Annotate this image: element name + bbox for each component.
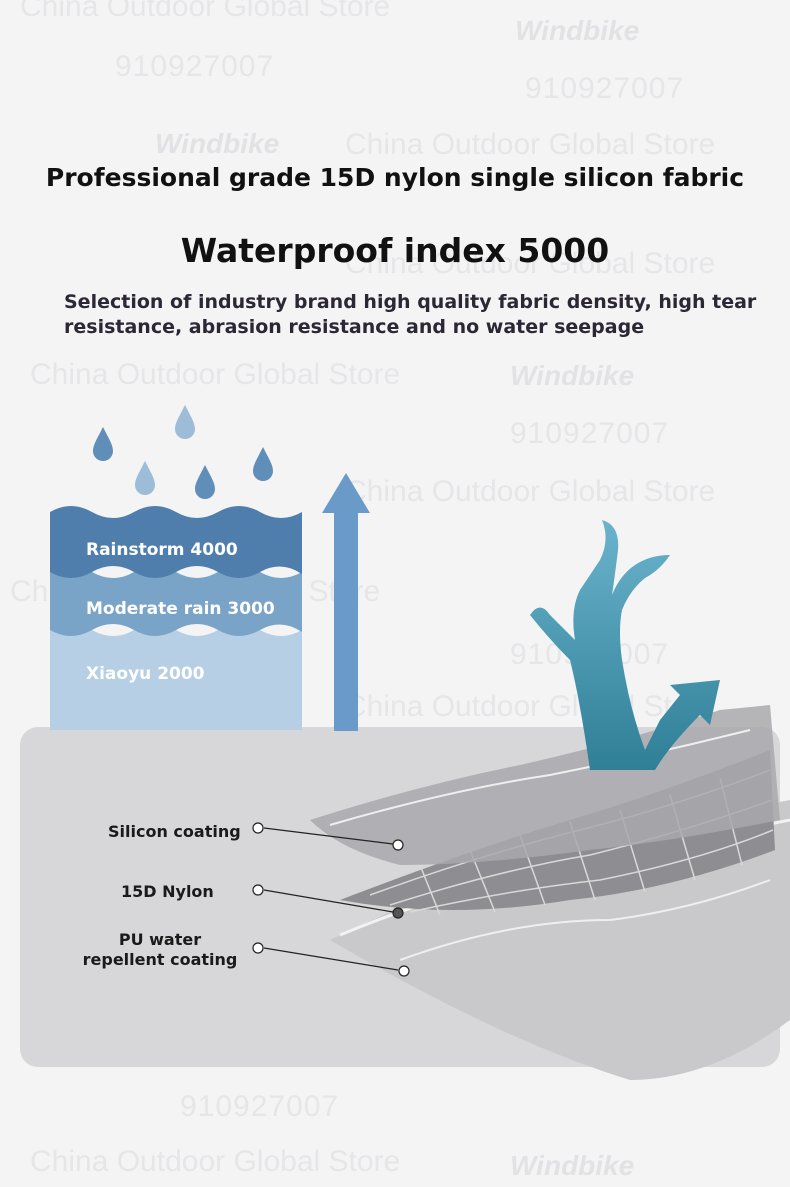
rain-level-moderate: Moderate rain 3000: [86, 599, 275, 619]
label-pu-coating: PU water repellent coating: [82, 930, 238, 969]
rain-level-rainstorm: Rainstorm 4000: [86, 540, 238, 560]
label-15d-nylon: 15D Nylon: [121, 882, 214, 901]
waterproof-index-heading: Waterproof index 5000: [180, 231, 610, 270]
rain-level-light: Xiaoyu 2000: [86, 664, 205, 684]
description-text: Selection of industry brand high quality…: [64, 291, 757, 338]
up-arrow-icon: [320, 473, 372, 737]
raindrops-icon: [85, 405, 285, 505]
label-silicon-coating: Silicon coating: [108, 822, 241, 841]
rain-intensity-gauge: Rainstorm 4000 Moderate rain 3000 Xiaoyu…: [50, 500, 302, 730]
rain-level-band: [50, 506, 302, 578]
fabric-layers-illustration: [250, 520, 790, 1094]
page-title: Professional grade 15D nylon single sili…: [45, 163, 745, 192]
rain-level-band: [50, 566, 302, 636]
rain-level-band: [50, 624, 302, 730]
